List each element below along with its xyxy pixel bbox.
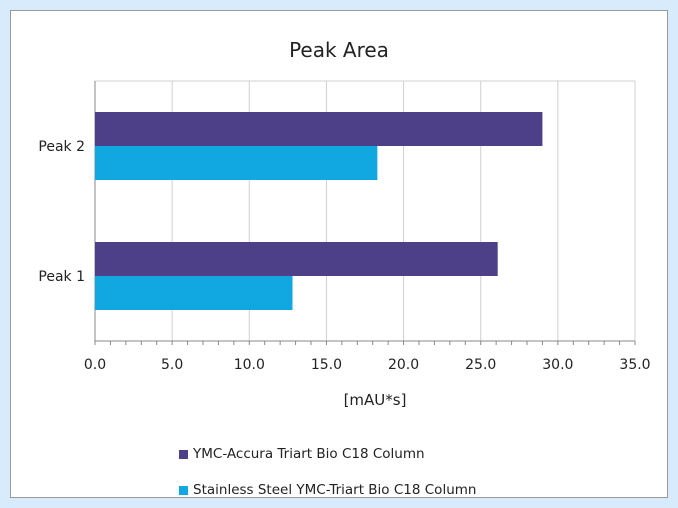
x-tick-label-0: 0.0 — [84, 357, 106, 373]
bar-peak-1-series-1 — [95, 242, 498, 276]
bar-peak-2-series-2 — [95, 146, 378, 180]
x-tick-label-2: 10.0 — [234, 357, 265, 373]
legend-swatch-series-1 — [179, 449, 188, 459]
x-tick-label-3: 15.0 — [311, 357, 342, 373]
bar-peak-2-series-1 — [95, 112, 543, 146]
x-tick-label-7: 35.0 — [619, 357, 650, 373]
x-tick-label-6: 30.0 — [542, 357, 573, 373]
chart-frame: Peak Area 0.0 5.0 10.0 15.0 20.0 25.0 30.0 35.0… — [10, 10, 668, 498]
chart-title: Peak Area — [289, 38, 389, 62]
x-tick-label-4: 20.0 — [388, 357, 419, 373]
x-tick-label-1: 5.0 — [161, 357, 183, 373]
legend-swatch-series-2 — [179, 485, 188, 495]
legend-label-series-2: Stainless Steel YMC-Triart Bio C18 Colum… — [193, 482, 477, 498]
bar-chart: 0.0 5.0 10.0 15.0 20.0 25.0 30.0 35.0 Peak 1 Peak… — [38, 80, 651, 409]
legend-item-series-1: YMC-Accura Triart Bio C18 Column — [179, 446, 425, 462]
y-category-label-2: Peak 2 — [38, 139, 85, 155]
legend-label-series-1: YMC-Accura Triart Bio C18 Column — [193, 446, 425, 462]
x-tick-label-5: 25.0 — [465, 357, 496, 373]
x-axis-title: [mAU*s] — [344, 391, 407, 409]
legend-item-series-2: Stainless Steel YMC-Triart Bio C18 Colum… — [179, 482, 476, 498]
bar-peak-1-series-2 — [95, 276, 293, 310]
y-category-label-1: Peak 1 — [38, 269, 85, 285]
